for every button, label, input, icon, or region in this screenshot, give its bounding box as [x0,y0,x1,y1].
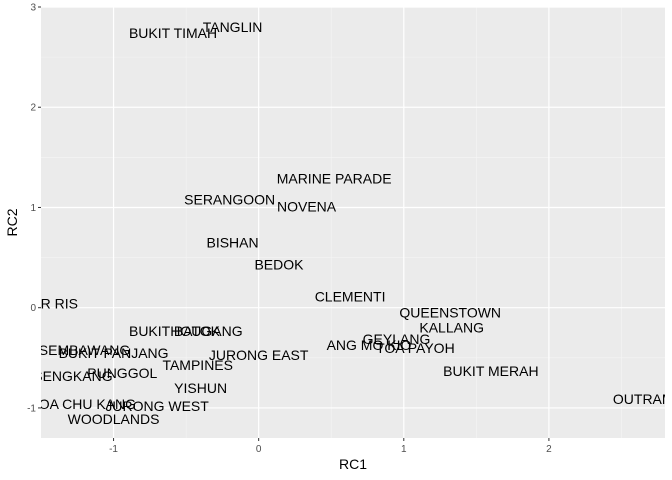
point-label: MARINE PARADE [277,170,392,186]
point-label: BUKIT TIMAH [129,25,217,41]
y-tick-label: 1 [30,203,36,214]
point-label: GEYLANG [363,331,431,347]
point-label: BUKIT BATOK [129,323,221,339]
x-axis-title: RC1 [339,456,367,472]
point-label: TANGLIN [203,19,263,35]
point-label: SERANGOON [184,191,275,207]
point-label: BUKIT MERAH [443,363,538,379]
point-label: CLEMENTI [315,289,386,305]
y-tick-label: 2 [30,103,36,114]
point-label: YISHUN [174,380,227,396]
x-tick-label: 0 [256,444,262,455]
plot-panel [41,7,665,438]
point-label: SEMBAWANG [39,342,131,358]
minor-grid [41,7,665,438]
y-tick-label: 0 [30,303,36,314]
x-tick-label: 1 [401,444,407,455]
point-label: PUNGGOL [87,365,157,381]
point-label: KALLANG [419,320,484,336]
point-label: BUKIT PANJANG [59,345,169,361]
point-label: BEDOK [254,257,304,273]
point-label: QUEENSTOWN [399,305,501,321]
major-grid [41,6,665,438]
point-label: WOODLANDS [68,411,160,427]
point-label: OUTRAM [613,391,672,407]
point-label: TOA PAYOH [376,340,455,356]
y-axis: -1 0 1 2 3 [27,3,41,414]
x-tick-label: -1 [109,444,118,455]
y-axis-title: RC2 [4,208,20,236]
point-label: JURONG EAST [209,347,309,363]
point-label: PASIR RIS [10,296,78,312]
y-tick-label: 3 [30,3,36,14]
point-label: ANG MO KIO [327,337,412,353]
x-tick-label: 2 [546,444,552,455]
point-label: HOUGANG [170,323,242,339]
point-label: CHOA CHU KANG [19,396,136,412]
point-label: BISHAN [206,235,258,251]
point-label: JURONG WEST [105,398,209,414]
point-label: TAMPINES [162,357,233,373]
x-axis: -1 0 1 2 [109,438,552,455]
point-label: NOVENA [277,198,337,214]
point-label: SENGKANG [33,368,112,384]
y-tick-label: -1 [27,403,36,414]
